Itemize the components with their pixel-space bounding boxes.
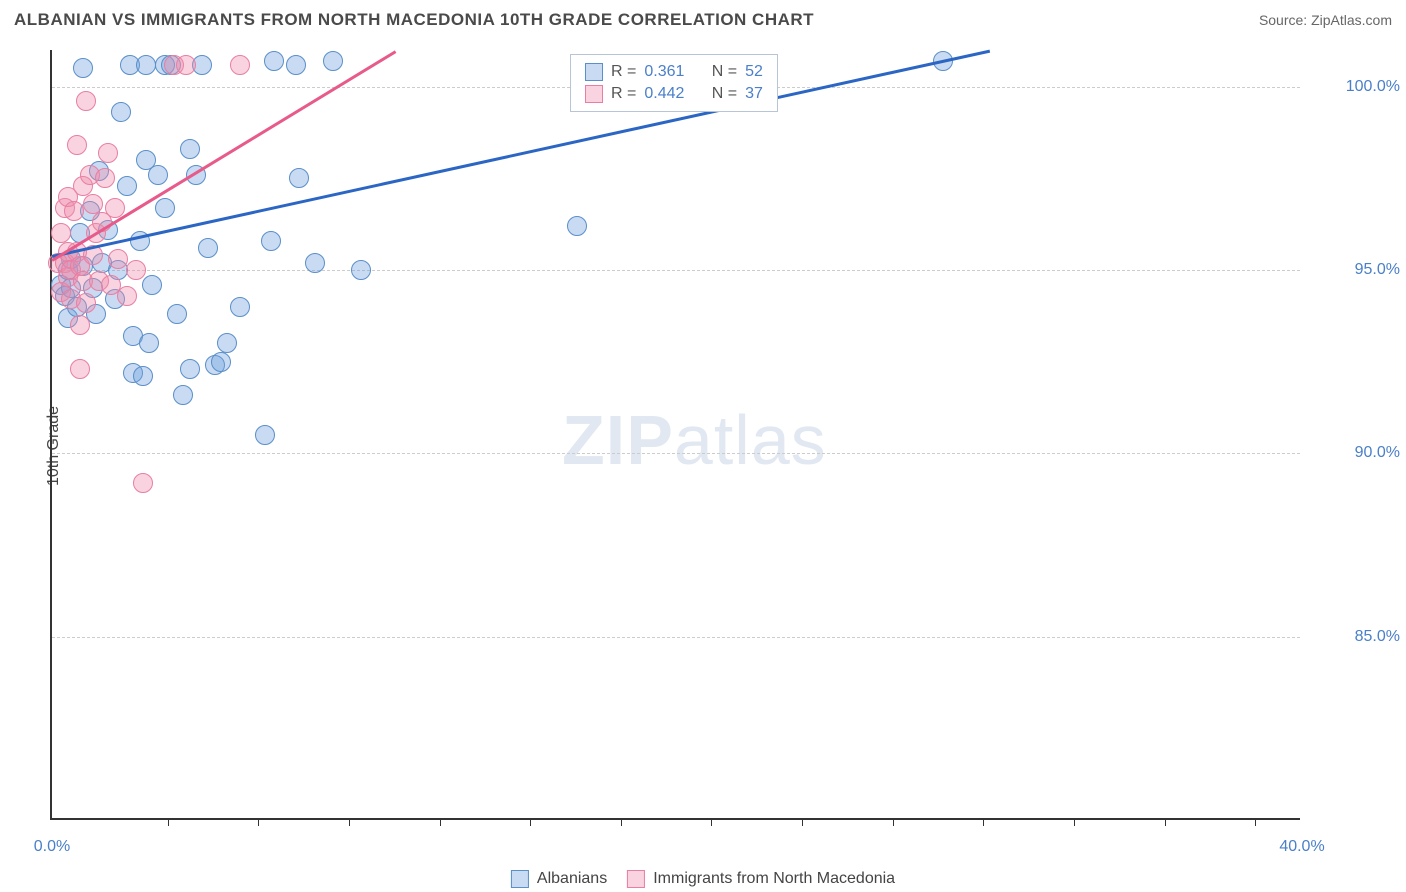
scatter-point: [351, 260, 371, 280]
scatter-point: [70, 315, 90, 335]
scatter-point: [142, 275, 162, 295]
scatter-point: [305, 253, 325, 273]
scatter-point: [230, 297, 250, 317]
x-tick-mark: [621, 818, 622, 826]
scatter-point: [64, 201, 84, 221]
legend-item: Immigrants from North Macedonia: [627, 870, 895, 888]
x-tick-mark: [258, 818, 259, 826]
source-label: Source: ZipAtlas.com: [1259, 12, 1392, 28]
scatter-point: [98, 143, 118, 163]
y-tick-label: 90.0%: [1310, 444, 1400, 462]
x-tick-mark: [440, 818, 441, 826]
scatter-point: [108, 249, 128, 269]
x-tick-label: 0.0%: [34, 838, 70, 856]
legend-label: Albanians: [537, 870, 607, 888]
scatter-point: [286, 55, 306, 75]
scatter-point: [148, 165, 168, 185]
n-value: 52: [745, 63, 763, 81]
gridline-horizontal: [52, 270, 1300, 271]
scatter-point: [323, 51, 343, 71]
scatter-point: [95, 168, 115, 188]
scatter-point: [133, 473, 153, 493]
scatter-point: [264, 51, 284, 71]
scatter-point: [155, 198, 175, 218]
watermark-light: atlas: [674, 401, 827, 479]
chart-container: ALBANIAN VS IMMIGRANTS FROM NORTH MACEDO…: [0, 0, 1406, 892]
n-value: 37: [745, 85, 763, 103]
legend-item: Albanians: [511, 870, 607, 888]
scatter-point: [70, 359, 90, 379]
x-tick-mark: [983, 818, 984, 826]
scatter-point: [117, 176, 137, 196]
watermark-bold: ZIP: [562, 401, 674, 479]
scatter-point: [67, 135, 87, 155]
header: ALBANIAN VS IMMIGRANTS FROM NORTH MACEDO…: [14, 10, 1392, 30]
x-tick-mark: [802, 818, 803, 826]
chart-title: ALBANIAN VS IMMIGRANTS FROM NORTH MACEDO…: [14, 10, 814, 30]
scatter-point: [289, 168, 309, 188]
scatter-point: [167, 304, 187, 324]
r-label: R =: [611, 63, 636, 81]
legend-bottom: Albanians Immigrants from North Macedonia: [511, 870, 895, 888]
plot-area: ZIPatlas 85.0%90.0%95.0%100.0%0.0%40.0%: [50, 50, 1300, 820]
scatter-point: [111, 102, 131, 122]
legend-swatch: [585, 85, 603, 103]
scatter-point: [180, 139, 200, 159]
y-tick-label: 100.0%: [1310, 78, 1400, 96]
scatter-point: [217, 333, 237, 353]
scatter-point: [567, 216, 587, 236]
gridline-horizontal: [52, 453, 1300, 454]
x-tick-mark: [1255, 818, 1256, 826]
scatter-point: [105, 198, 125, 218]
x-tick-mark: [1074, 818, 1075, 826]
scatter-point: [117, 286, 137, 306]
scatter-point: [83, 194, 103, 214]
watermark: ZIPatlas: [562, 400, 827, 480]
r-label: R =: [611, 85, 636, 103]
x-tick-mark: [349, 818, 350, 826]
scatter-point: [255, 425, 275, 445]
x-tick-mark: [168, 818, 169, 826]
x-tick-label: 40.0%: [1279, 838, 1324, 856]
x-tick-mark: [530, 818, 531, 826]
scatter-point: [126, 260, 146, 280]
y-tick-label: 95.0%: [1310, 261, 1400, 279]
legend-swatch: [511, 870, 529, 888]
n-label: N =: [707, 63, 737, 81]
scatter-point: [176, 55, 196, 75]
legend-stats: R = 0.361 N = 52R = 0.442 N = 37: [570, 54, 778, 112]
legend-label: Immigrants from North Macedonia: [653, 870, 895, 888]
scatter-point: [76, 293, 96, 313]
r-value: 0.442: [644, 85, 699, 103]
scatter-point: [76, 91, 96, 111]
scatter-point: [211, 352, 231, 372]
scatter-point: [198, 238, 218, 258]
legend-swatch: [627, 870, 645, 888]
scatter-point: [73, 58, 93, 78]
scatter-point: [261, 231, 281, 251]
scatter-point: [139, 333, 159, 353]
x-tick-mark: [893, 818, 894, 826]
legend-stats-row: R = 0.442 N = 37: [585, 83, 763, 105]
x-tick-mark: [1165, 818, 1166, 826]
scatter-point: [51, 223, 71, 243]
scatter-point: [230, 55, 250, 75]
n-label: N =: [707, 85, 737, 103]
scatter-point: [136, 55, 156, 75]
gridline-horizontal: [52, 637, 1300, 638]
legend-stats-row: R = 0.361 N = 52: [585, 61, 763, 83]
scatter-point: [173, 385, 193, 405]
legend-swatch: [585, 63, 603, 81]
scatter-point: [180, 359, 200, 379]
scatter-point: [133, 366, 153, 386]
x-tick-mark: [711, 818, 712, 826]
r-value: 0.361: [644, 63, 699, 81]
y-tick-label: 85.0%: [1310, 628, 1400, 646]
